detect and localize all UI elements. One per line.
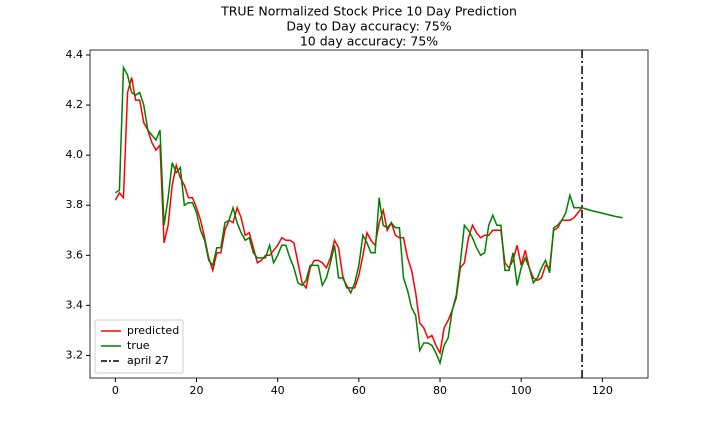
x-tick-label: 100 xyxy=(511,384,532,397)
x-tick-label: 0 xyxy=(112,384,119,397)
y-tick-label: 3.8 xyxy=(66,198,84,211)
chart-subtitle: Day to Day accuracy: 75% xyxy=(286,19,451,34)
legend-label: april 27 xyxy=(127,354,169,367)
legend-label: true xyxy=(127,339,150,352)
data-line xyxy=(114,77,583,356)
plot-frame xyxy=(89,49,649,379)
legend-box xyxy=(94,319,184,374)
chart-title: TRUE Normalized Stock Price 10 Day Predi… xyxy=(220,4,517,19)
x-tick-label: 40 xyxy=(271,384,285,397)
x-tick-label: 60 xyxy=(352,384,366,397)
y-tick-label: 3.2 xyxy=(66,348,84,361)
legend-label: predicted xyxy=(127,324,179,337)
data-line xyxy=(114,64,623,366)
y-tick-label: 4.0 xyxy=(66,148,84,161)
x-tick-label: 20 xyxy=(190,384,204,397)
y-tick-label: 4.2 xyxy=(66,98,84,111)
y-tick-label: 3.6 xyxy=(66,248,84,261)
x-tick-label: 80 xyxy=(433,384,447,397)
y-tick-label: 3.4 xyxy=(66,298,84,311)
chart-subtitle: 10 day accuracy: 75% xyxy=(300,34,438,49)
x-tick-label: 120 xyxy=(592,384,613,397)
y-tick-label: 4.4 xyxy=(66,48,84,61)
